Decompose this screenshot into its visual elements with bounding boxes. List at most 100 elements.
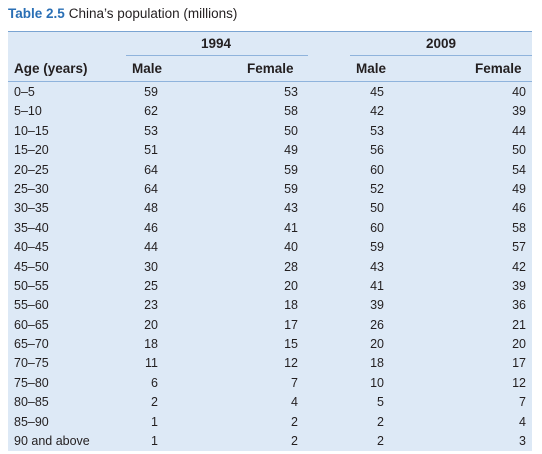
cell-female-1994: 41 bbox=[284, 220, 298, 235]
cell-male-1994: 46 bbox=[144, 220, 158, 235]
cell-male-2009: 45 bbox=[370, 85, 384, 99]
cell-age: 80–85 bbox=[14, 395, 49, 410]
cell-male-2009: 26 bbox=[370, 317, 384, 332]
header-female-2009: Female bbox=[475, 61, 522, 76]
cell-male-2009: 39 bbox=[370, 298, 384, 313]
table-row: 25–30 64 59 52 49 bbox=[8, 180, 532, 199]
table-row: 0–5 59 53 45 40 bbox=[8, 83, 532, 102]
table-row: 15–20 51 49 56 50 bbox=[8, 141, 532, 160]
cell-female-1994: 18 bbox=[284, 298, 298, 313]
cell-female-1994: 50 bbox=[284, 123, 298, 138]
cell-age: 30–35 bbox=[14, 201, 49, 216]
cell-female-1994: 4 bbox=[291, 395, 298, 410]
cell-age: 50–55 bbox=[14, 278, 49, 293]
cell-female-1994: 40 bbox=[284, 240, 298, 255]
cell-female-2009: 54 bbox=[512, 162, 526, 177]
cell-female-1994: 43 bbox=[284, 201, 298, 216]
cell-female-1994: 2 bbox=[291, 434, 298, 449]
group-header-1994: 1994 bbox=[200, 36, 232, 51]
cell-male-2009: 60 bbox=[370, 162, 384, 177]
cell-male-1994: 6 bbox=[151, 375, 158, 390]
cell-female-2009: 36 bbox=[512, 298, 526, 313]
table-number: Table 2.5 bbox=[8, 6, 65, 21]
cell-age: 55–60 bbox=[14, 298, 49, 313]
cell-age: 75–80 bbox=[14, 375, 49, 390]
cell-female-1994: 59 bbox=[284, 162, 298, 177]
cell-male-1994: 48 bbox=[144, 201, 158, 216]
cell-female-1994: 15 bbox=[284, 337, 298, 352]
table-row: 20–25 64 59 60 54 bbox=[8, 161, 532, 180]
table-row: 90 and above 1 2 2 3 bbox=[8, 432, 532, 451]
cell-male-2009: 43 bbox=[370, 259, 384, 274]
cell-female-1994: 59 bbox=[284, 181, 298, 196]
cell-age: 65–70 bbox=[14, 337, 49, 352]
table-caption: Table 2.5 China’s population (millions) bbox=[8, 4, 237, 24]
cell-female-2009: 20 bbox=[512, 337, 526, 352]
cell-male-1994: 59 bbox=[144, 85, 158, 99]
cell-female-1994: 17 bbox=[284, 317, 298, 332]
table-row: 35–40 46 41 60 58 bbox=[8, 219, 532, 238]
cell-age: 25–30 bbox=[14, 181, 49, 196]
cell-male-1994: 18 bbox=[144, 337, 158, 352]
table-row: 70–75 11 12 18 17 bbox=[8, 354, 532, 373]
cell-male-2009: 53 bbox=[370, 123, 384, 138]
cell-male-1994: 44 bbox=[144, 240, 158, 255]
cell-age: 15–20 bbox=[14, 143, 49, 158]
cell-female-2009: 4 bbox=[519, 414, 526, 429]
header-male-1994: Male bbox=[132, 61, 163, 76]
cell-age: 35–40 bbox=[14, 220, 49, 235]
table-title: China’s population (millions) bbox=[68, 6, 238, 21]
cell-female-2009: 44 bbox=[512, 123, 526, 138]
population-table: 1994 2009 Age (years) Male Female Male F… bbox=[8, 31, 532, 451]
cell-female-1994: 49 bbox=[284, 143, 298, 158]
cell-female-1994: 58 bbox=[284, 104, 298, 119]
cell-male-2009: 42 bbox=[370, 104, 384, 119]
cell-male-2009: 20 bbox=[370, 337, 384, 352]
table-row: 5–10 62 58 42 39 bbox=[8, 102, 532, 121]
cell-female-2009: 46 bbox=[512, 201, 526, 216]
cell-male-2009: 10 bbox=[370, 375, 384, 390]
cell-female-1994: 7 bbox=[291, 375, 298, 390]
table-row: 50–55 25 20 41 39 bbox=[8, 277, 532, 296]
cell-male-1994: 2 bbox=[151, 395, 158, 410]
cell-female-1994: 12 bbox=[284, 356, 298, 371]
table-row: 55–60 23 18 39 36 bbox=[8, 296, 532, 315]
cell-female-1994: 2 bbox=[291, 414, 298, 429]
table-row: 85–90 1 2 2 4 bbox=[8, 413, 532, 432]
cell-age: 90 and above bbox=[14, 434, 90, 449]
table-row: 45–50 30 28 43 42 bbox=[8, 258, 532, 277]
group-rule-1994 bbox=[126, 55, 308, 56]
cell-male-1994: 64 bbox=[144, 162, 158, 177]
group-rule-2009 bbox=[350, 55, 532, 56]
cell-age: 10–15 bbox=[14, 123, 49, 138]
cell-female-2009: 50 bbox=[512, 143, 526, 158]
cell-male-1994: 25 bbox=[144, 278, 158, 293]
cell-male-2009: 56 bbox=[370, 143, 384, 158]
cell-age: 20–25 bbox=[14, 162, 49, 177]
table-row: 40–45 44 40 59 57 bbox=[8, 238, 532, 257]
cell-male-2009: 52 bbox=[370, 181, 384, 196]
cell-male-1994: 53 bbox=[144, 123, 158, 138]
column-header-row: Age (years) Male Female Male Female bbox=[8, 57, 532, 82]
cell-female-2009: 39 bbox=[512, 104, 526, 119]
cell-male-2009: 60 bbox=[370, 220, 384, 235]
cell-male-2009: 2 bbox=[377, 434, 384, 449]
cell-female-2009: 58 bbox=[512, 220, 526, 235]
header-age: Age (years) bbox=[14, 61, 88, 76]
year-group-row: 1994 2009 bbox=[8, 32, 532, 57]
cell-male-2009: 41 bbox=[370, 278, 384, 293]
cell-male-2009: 5 bbox=[377, 395, 384, 410]
cell-male-1994: 30 bbox=[144, 259, 158, 274]
cell-female-2009: 21 bbox=[512, 317, 526, 332]
cell-female-2009: 7 bbox=[519, 395, 526, 410]
table-row: 80–85 2 4 5 7 bbox=[8, 393, 532, 412]
table-row: 75–80 6 7 10 12 bbox=[8, 374, 532, 393]
cell-age: 5–10 bbox=[14, 104, 42, 119]
cell-female-2009: 49 bbox=[512, 181, 526, 196]
cell-male-2009: 18 bbox=[370, 356, 384, 371]
cell-male-2009: 59 bbox=[370, 240, 384, 255]
cell-female-2009: 42 bbox=[512, 259, 526, 274]
cell-age: 85–90 bbox=[14, 414, 49, 429]
cell-female-1994: 28 bbox=[284, 259, 298, 274]
cell-male-1994: 1 bbox=[151, 434, 158, 449]
